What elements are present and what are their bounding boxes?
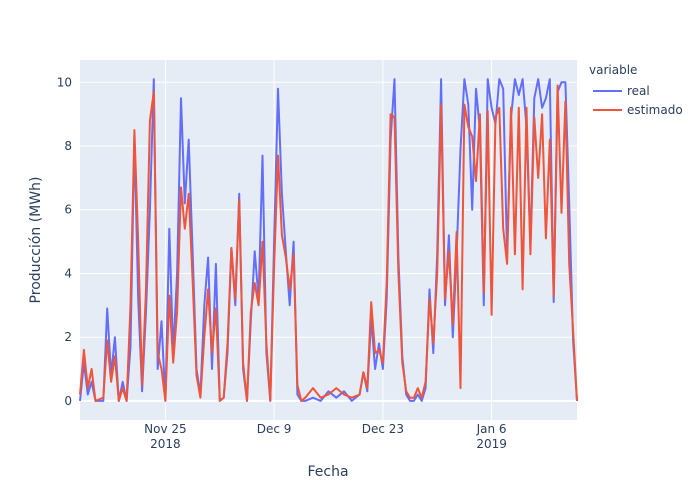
- series-line-estimado: [79, 84, 578, 402]
- legend: variable real estimado: [589, 63, 683, 117]
- series-lines: [79, 78, 578, 402]
- x-tick-label: Nov 25: [144, 422, 187, 436]
- y-tick-label: 8: [64, 139, 72, 153]
- y-tick-label: 0: [64, 394, 72, 408]
- x-axis-title: Fecha: [307, 464, 348, 480]
- y-axis-title: Producción (MWh): [28, 177, 44, 304]
- legend-label-estimado: estimado: [627, 103, 683, 117]
- x-tick-label: Jan 6: [476, 422, 507, 436]
- y-tick-label: 2: [64, 330, 72, 344]
- x-tick-label: Dec 23: [362, 422, 404, 436]
- y-axis-ticks: 0 2 4 6 8 10: [57, 75, 72, 408]
- y-tick-label: 10: [57, 75, 72, 89]
- legend-title: variable: [589, 63, 637, 77]
- series-line-real: [79, 78, 578, 402]
- x-tick-label: Dec 9: [257, 422, 292, 436]
- legend-item-estimado[interactable]: estimado: [593, 103, 683, 117]
- gridlines: [80, 60, 577, 420]
- x-tick-year-label: 2018: [150, 437, 181, 451]
- y-tick-label: 6: [64, 203, 72, 217]
- legend-label-real: real: [627, 84, 650, 98]
- legend-item-real[interactable]: real: [593, 84, 650, 98]
- y-tick-label: 4: [64, 267, 72, 281]
- x-tick-year-label: 2019: [476, 437, 507, 451]
